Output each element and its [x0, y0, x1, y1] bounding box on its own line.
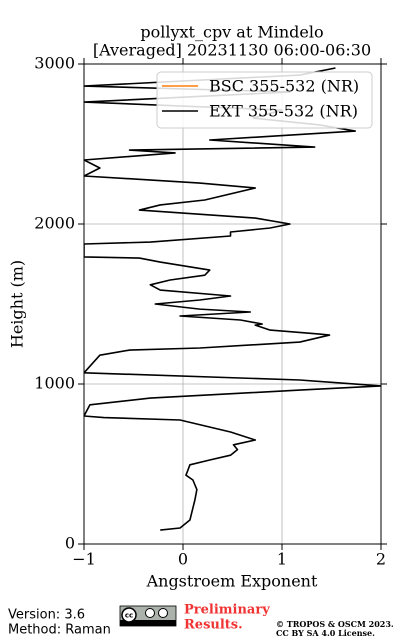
cc-logo: cc	[119, 605, 177, 627]
x-tick-label: −1	[72, 550, 96, 569]
notice: Preliminary	[184, 603, 270, 618]
y-tick-label: 2000	[34, 214, 75, 233]
legend: BSC 355-532 (NR) EXT 355-532 (NR)	[156, 71, 373, 129]
notice: Results.	[184, 618, 243, 633]
x-tick-label: 1	[277, 550, 287, 569]
y-tick-label: 0	[65, 534, 75, 553]
y-tick-label: 3000	[34, 54, 75, 73]
legend-label: BSC 355-532 (NR)	[209, 77, 359, 96]
footer: Version: 3.6 Method: Raman cc Preliminar…	[8, 603, 394, 639]
y-tick-label: 1000	[34, 374, 75, 393]
chart-title: pollyxt_cpv at Mindelo	[140, 23, 323, 42]
x-axis-label: Angstroem Exponent	[146, 572, 318, 591]
legend-label: EXT 355-532 (NR)	[209, 102, 358, 121]
svg-text:cc: cc	[125, 612, 133, 620]
chart-subtitle: [Averaged] 20231130 06:00-06:30	[93, 41, 371, 60]
y-axis-label: Height (m)	[8, 260, 27, 348]
legend-box	[156, 71, 373, 129]
version: Version: 3.6	[8, 608, 85, 623]
x-tick-label: 2	[376, 550, 386, 569]
x-tick-label: 0	[178, 550, 188, 569]
plot-lines	[84, 67, 381, 531]
license: CC BY SA 4.0 License.	[276, 628, 375, 638]
plot-frame	[83, 63, 382, 545]
method: Method: Raman	[8, 623, 111, 638]
profile-line	[84, 67, 381, 531]
license: © TROPOS & OSCM 2023.	[276, 619, 394, 629]
